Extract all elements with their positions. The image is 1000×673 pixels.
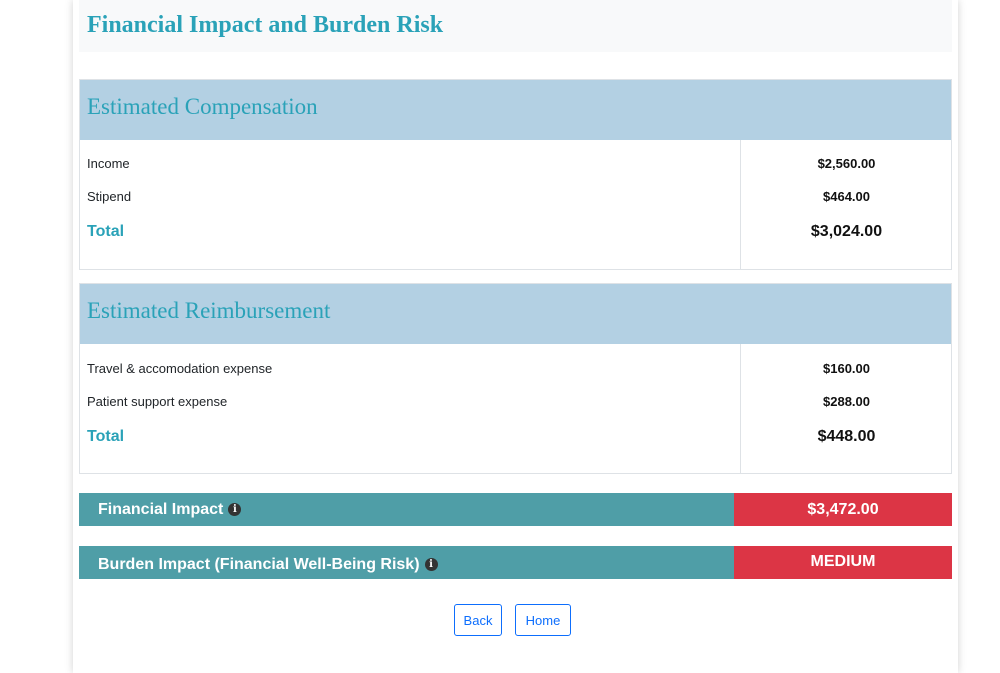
reimbursement-section: Estimated Reimbursement Travel & accomod… [79,283,952,474]
title-bar: Financial Impact and Burden Risk [79,0,952,52]
reimbursement-total-value: $448.00 [817,428,876,445]
burden-impact-value: MEDIUM [734,546,952,579]
financial-impact-value: $3,472.00 [734,493,952,526]
stipend-label: Stipend [87,189,132,204]
home-button[interactable]: Home [515,604,571,636]
info-icon[interactable]: i [424,558,438,571]
compensation-heading: Estimated Compensation [87,94,318,119]
compensation-body: Income $2,560.00 Stipend $464.00 Total $… [80,140,951,269]
financial-impact-label: Financial Impact [98,500,224,518]
compensation-section: Estimated Compensation Income $2,560.00 … [79,79,952,270]
page-title: Financial Impact and Burden Risk [87,12,444,38]
compensation-header: Estimated Compensation [80,80,951,140]
back-button[interactable]: Back [454,604,502,636]
travel-expense-label: Travel & accomodation expense [87,361,273,376]
income-value: $2,560.00 [817,156,876,171]
reimbursement-header: Estimated Reimbursement [80,284,951,344]
compensation-total-value: $3,024.00 [810,223,883,240]
info-icon[interactable]: i [228,503,242,516]
income-label: Income [87,156,130,171]
stipend-value: $464.00 [823,189,870,204]
financial-impact-bar: Financial Impact i $3,472.00 [79,493,952,526]
patient-support-label: Patient support expense [87,394,228,409]
patient-support-value: $288.00 [823,394,870,409]
reimbursement-total-label: Total [87,428,125,445]
compensation-total-label: Total [87,223,125,240]
burden-impact-bar: Burden Impact (Financial Well-Being Risk… [79,546,952,579]
financial-impact-label-cell: Financial Impact i [79,493,734,526]
burden-impact-label-cell: Burden Impact (Financial Well-Being Risk… [79,546,734,579]
column-divider [740,140,741,269]
column-divider [740,344,741,473]
burden-impact-label: Burden Impact (Financial Well-Being Risk… [98,555,420,573]
reimbursement-heading: Estimated Reimbursement [87,298,331,323]
page-card: Financial Impact and Burden Risk Estimat… [73,0,958,673]
travel-expense-value: $160.00 [823,361,870,376]
reimbursement-body: Travel & accomodation expense $160.00 Pa… [80,344,951,473]
